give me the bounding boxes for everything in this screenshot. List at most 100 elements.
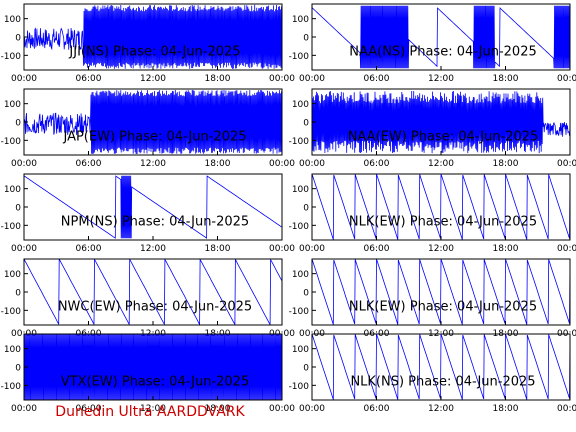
panel-title: VTX(EW) Phase: 04-Jun-2025 <box>61 374 249 389</box>
x-tick-label: 00:00 <box>269 159 295 169</box>
phase-series-line <box>312 90 570 154</box>
panel-title: NLK(NS) Phase: 04-Jun-2025 <box>350 374 535 389</box>
x-tick-label: 06:00 <box>364 74 390 84</box>
x-tick-label: 06:00 <box>76 74 102 84</box>
phase-panel: 100 0 -100 00:00 06:00 12:00 18:00 00:00 VTX(EW)… <box>1 333 295 414</box>
y-tick-label: 0 <box>15 364 21 374</box>
panel-title: JJI(NS) Phase: 04-Jun-2025 <box>68 44 240 59</box>
phase-series-line <box>312 334 570 400</box>
x-tick-label: 06:00 <box>76 244 102 254</box>
y-tick-label: 0 <box>15 289 21 299</box>
y-tick-label: 100 <box>4 15 21 25</box>
x-tick-label: 00:00 <box>557 159 576 169</box>
panel-frame <box>23 258 283 326</box>
panel-title: NPM(NS) Phase: 04-Jun-2025 <box>61 214 249 229</box>
phase-panel: 100 0 -100 00:00 06:00 12:00 18:00 00:00 NAA(NS)… <box>289 3 576 84</box>
y-tick-label: -100 <box>1 307 22 317</box>
x-tick-label: 00:00 <box>269 404 295 414</box>
panel-title: NWC(EW) Phase: 04-Jun-2025 <box>58 299 252 314</box>
panel-title: NAA(NS) Phase: 04-Jun-2025 <box>349 44 537 59</box>
y-tick-label: 100 <box>4 345 21 355</box>
x-tick-label: 18:00 <box>205 404 231 414</box>
x-tick-label: 18:00 <box>493 244 519 254</box>
y-tick-label: -100 <box>1 137 22 147</box>
x-tick-label: 00:00 <box>557 74 576 84</box>
phase-series-line <box>24 4 282 69</box>
x-tick-label: 00:00 <box>11 159 37 169</box>
y-tick-label: -100 <box>289 307 310 317</box>
x-tick-label: 00:00 <box>299 159 325 169</box>
y-tick-label: 0 <box>303 204 309 214</box>
x-tick-label: 06:00 <box>76 159 102 169</box>
phase-series-line <box>312 174 570 240</box>
x-tick-label: 18:00 <box>205 74 231 84</box>
x-tick-label: 00:00 <box>269 74 295 84</box>
y-tick-label: -100 <box>289 52 310 62</box>
y-tick-label: 0 <box>303 119 309 129</box>
y-tick-label: 100 <box>292 185 309 195</box>
x-tick-label: 06:00 <box>364 404 390 414</box>
x-tick-label: 00:00 <box>557 244 576 254</box>
x-tick-label: 00:00 <box>11 404 37 414</box>
phase-series-line <box>24 334 282 400</box>
x-tick-label: 12:00 <box>428 404 454 414</box>
x-tick-label: 18:00 <box>493 159 519 169</box>
y-tick-label: 100 <box>4 100 21 110</box>
x-tick-label: 12:00 <box>140 244 166 254</box>
y-tick-label: -100 <box>1 52 22 62</box>
y-tick-label: 0 <box>15 119 21 129</box>
y-tick-label: -100 <box>1 222 22 232</box>
phase-series-line <box>24 259 282 325</box>
phase-panel: 100 0 -100 00:00 06:00 12:00 18:00 00:00 JJI(NS)… <box>1 3 295 84</box>
x-tick-label: 00:00 <box>11 244 37 254</box>
y-tick-label: -100 <box>289 382 310 392</box>
panel-title: NAA(EW) Phase: 04-Jun-2025 <box>348 129 539 144</box>
x-tick-label: 12:00 <box>140 404 166 414</box>
y-tick-label: -100 <box>289 222 310 232</box>
y-tick-label: 100 <box>4 270 21 280</box>
y-tick-label: -100 <box>289 137 310 147</box>
x-tick-label: 18:00 <box>493 74 519 84</box>
phase-series-line <box>24 175 282 239</box>
x-tick-label: 12:00 <box>140 74 166 84</box>
panel-frame <box>23 173 283 241</box>
phase-series-line <box>312 5 570 69</box>
y-tick-label: 0 <box>15 34 21 44</box>
y-tick-label: -100 <box>1 382 22 392</box>
phase-panel: 100 0 -100 00:00 06:00 12:00 18:00 00:00 JAP(EW)… <box>1 88 295 169</box>
y-tick-label: 0 <box>303 289 309 299</box>
x-tick-label: 12:00 <box>428 159 454 169</box>
x-tick-label: 00:00 <box>299 74 325 84</box>
x-tick-label: 12:00 <box>428 74 454 84</box>
phase-panel: 100 0 -100 00:00 06:00 12:00 18:00 00:00 NAA(EW)… <box>289 88 576 169</box>
y-tick-label: 0 <box>15 204 21 214</box>
x-tick-label: 18:00 <box>205 159 231 169</box>
panel-title: NLK(EW) Phase: 04-Jun-2025 <box>349 214 537 229</box>
x-tick-label: 00:00 <box>299 244 325 254</box>
y-tick-label: 100 <box>292 15 309 25</box>
y-tick-label: 100 <box>4 185 21 195</box>
phase-series-line <box>312 259 570 325</box>
y-tick-label: 100 <box>292 270 309 280</box>
x-tick-label: 00:00 <box>11 74 37 84</box>
y-tick-label: 0 <box>303 364 309 374</box>
phase-panel: 100 0 -100 00:00 06:00 12:00 18:00 00:00 NLK(NS)… <box>289 333 576 414</box>
phase-panel: 100 0 -100 00:00 06:00 12:00 18:00 00:00 NPM(NS)… <box>1 173 295 254</box>
panel-title: NLK(EW) Phase: 04-Jun-2025 <box>349 299 537 314</box>
x-tick-label: 06:00 <box>364 244 390 254</box>
x-tick-label: 12:00 <box>428 244 454 254</box>
x-tick-label: 18:00 <box>205 244 231 254</box>
panel-title: JAP(EW) Phase: 04-Jun-2025 <box>62 129 246 144</box>
x-tick-label: 06:00 <box>364 159 390 169</box>
x-tick-label: 00:00 <box>299 404 325 414</box>
y-tick-label: 100 <box>292 100 309 110</box>
phase-panel: 1000-10000:0006:0012:0018:0000:00NLK(EW)… <box>289 258 576 339</box>
x-tick-label: 12:00 <box>140 159 166 169</box>
y-tick-label: 0 <box>303 34 309 44</box>
y-tick-label: 100 <box>292 345 309 355</box>
x-tick-label: 00:00 <box>269 244 295 254</box>
phase-panel: 100 0 -100 00:00 06:00 12:00 18:00 00:00 NLK(EW)… <box>289 173 576 254</box>
x-tick-label: 06:00 <box>76 404 102 414</box>
